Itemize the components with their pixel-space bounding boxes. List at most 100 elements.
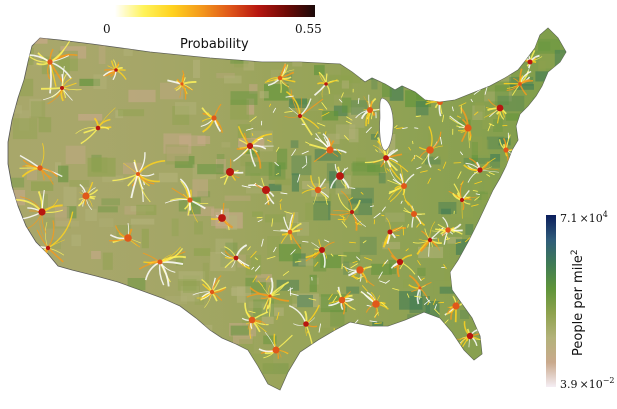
flow-line bbox=[290, 249, 296, 255]
tract-patch bbox=[290, 140, 299, 148]
tract-patch bbox=[494, 85, 509, 106]
city-hub bbox=[326, 146, 334, 154]
flow-line bbox=[257, 280, 264, 287]
tract-patch bbox=[11, 324, 34, 331]
tract-patch bbox=[60, 332, 89, 347]
tract-patch bbox=[11, 78, 34, 97]
tract-patch bbox=[481, 194, 492, 205]
tract-patch bbox=[87, 157, 116, 177]
tract-patch bbox=[469, 296, 492, 316]
flow-line bbox=[137, 173, 151, 203]
tract-patch bbox=[8, 105, 22, 114]
flow-line bbox=[370, 110, 374, 120]
tract-patch bbox=[115, 110, 124, 119]
tract-patch bbox=[202, 369, 214, 380]
flow-line bbox=[493, 302, 495, 310]
flow-line bbox=[241, 185, 251, 188]
city-hub bbox=[38, 208, 46, 216]
tract-patch bbox=[349, 107, 365, 128]
probability-min-label: 0 bbox=[103, 22, 111, 36]
tract-patch bbox=[226, 215, 238, 230]
flow-line bbox=[464, 196, 470, 199]
flow-line bbox=[284, 211, 293, 215]
flow-line bbox=[249, 116, 257, 123]
flow-line bbox=[395, 127, 404, 130]
tract-patch bbox=[298, 258, 317, 266]
flow-line bbox=[336, 148, 342, 155]
city-hub bbox=[496, 104, 504, 112]
flow-line bbox=[474, 181, 483, 185]
tract-patch bbox=[178, 200, 188, 212]
city-hub bbox=[350, 210, 354, 214]
tract-patch bbox=[119, 359, 127, 378]
flow-line bbox=[280, 192, 288, 195]
tract-patch bbox=[296, 222, 310, 236]
flow-line bbox=[291, 149, 297, 157]
tract-patch bbox=[252, 211, 264, 217]
tract-patch bbox=[174, 156, 195, 168]
flow-line bbox=[405, 248, 409, 252]
tract-patch bbox=[19, 110, 29, 131]
tract-patch bbox=[385, 212, 405, 222]
tract-patch bbox=[64, 327, 84, 346]
tract-patch bbox=[85, 208, 97, 222]
tract-patch bbox=[44, 373, 58, 390]
tract-patch bbox=[58, 165, 69, 183]
tract-patch bbox=[93, 328, 120, 338]
flow-line bbox=[427, 301, 430, 306]
flow-line bbox=[513, 198, 519, 204]
tract-patch bbox=[63, 186, 77, 207]
flow-line bbox=[381, 206, 386, 212]
flow-line bbox=[252, 275, 258, 283]
tract-patch bbox=[341, 80, 349, 89]
density-legend: 7.1 ×104 3.9 ×10−2 People per mile2 bbox=[546, 210, 615, 391]
tract-patch bbox=[542, 155, 559, 163]
tract-patch bbox=[79, 365, 98, 377]
tract-patch bbox=[438, 202, 457, 214]
tract-patch bbox=[473, 247, 480, 264]
city-hub bbox=[336, 172, 344, 180]
tract-patch bbox=[248, 28, 267, 39]
tract-patch bbox=[330, 310, 345, 327]
tract-patch bbox=[51, 239, 61, 250]
tract-patch bbox=[355, 56, 365, 76]
flow-line bbox=[474, 172, 479, 174]
flow-line bbox=[112, 173, 139, 182]
city-hub bbox=[211, 115, 217, 121]
tract-patch bbox=[506, 113, 519, 121]
probability-title: Probability bbox=[180, 37, 249, 52]
city-hub bbox=[527, 59, 533, 65]
tract-patch bbox=[31, 181, 54, 191]
tract-patch bbox=[291, 155, 312, 176]
flow-line bbox=[360, 191, 364, 195]
flow-line bbox=[451, 106, 454, 112]
tract-patch bbox=[246, 98, 255, 115]
flow-line bbox=[253, 182, 257, 187]
tract-patch bbox=[416, 346, 442, 363]
tract-patch bbox=[148, 359, 164, 380]
flow-line bbox=[416, 223, 420, 228]
flow-line bbox=[512, 225, 520, 233]
tract-patch bbox=[452, 189, 478, 200]
density-min-label: 3.9 ×10−2 bbox=[560, 376, 615, 391]
flow-line bbox=[321, 111, 330, 117]
flow-line bbox=[316, 122, 326, 127]
flow-line bbox=[498, 236, 502, 243]
flow-line bbox=[324, 195, 328, 202]
tract-patch bbox=[356, 47, 373, 60]
flow-line bbox=[332, 295, 338, 303]
tract-patch bbox=[431, 373, 445, 390]
tract-patch bbox=[533, 190, 552, 209]
flow-line bbox=[395, 234, 400, 237]
flow-line bbox=[247, 246, 251, 251]
flow-line bbox=[394, 125, 398, 129]
tract-patch bbox=[224, 195, 251, 201]
tract-patch bbox=[69, 180, 90, 188]
tract-patch bbox=[484, 299, 493, 312]
flow-line bbox=[379, 331, 384, 334]
tract-patch bbox=[215, 238, 233, 254]
flow-line bbox=[488, 295, 494, 301]
flow-line bbox=[268, 295, 271, 317]
tract-patch bbox=[56, 220, 80, 227]
tract-patch bbox=[175, 102, 197, 115]
